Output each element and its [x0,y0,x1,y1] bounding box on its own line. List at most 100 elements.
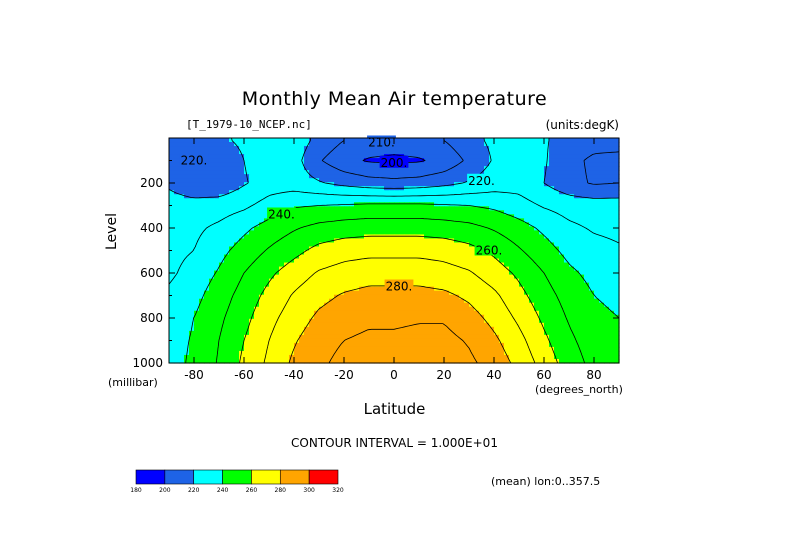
contour-cell [239,286,245,292]
contour-cell [274,354,280,360]
contour-cell [499,206,505,211]
contour-cell [524,162,530,167]
contour-cell [604,266,610,272]
contour-cell [484,198,490,203]
contour-cell [359,150,365,155]
contour-cell [344,310,350,316]
contour-cell [439,306,445,312]
contour-cell [229,286,235,292]
contour-cell [554,310,560,316]
contour-cell [314,346,320,352]
contour-cell [459,234,465,240]
contour-cell [509,186,515,191]
contour-cell [404,274,410,280]
contour-cell [529,314,535,320]
contour-cell [394,298,400,304]
contour-cell [414,214,420,219]
contour-cell [259,318,265,324]
contour-cell [329,242,335,248]
contour-cell [439,302,445,308]
contour-cell [184,262,190,268]
contour-cell [324,278,330,284]
contour-cell [439,206,445,211]
contour-cell [204,338,210,344]
contour-cell [499,194,505,199]
contour-cell [489,266,495,272]
contour-cell [169,310,175,316]
contour-cell [589,266,595,272]
contour-cell [214,182,220,187]
contour-cell [349,210,355,215]
contour-cell [189,330,195,336]
contour-cell [594,238,600,244]
contour-cell [434,262,440,268]
contour-cell [604,354,610,360]
contour-cell [414,222,420,227]
contour-cell [344,306,350,312]
contour-cell [339,334,345,340]
contour-cell [549,314,555,320]
contour-cell [284,226,290,232]
contour-cell [569,162,575,167]
contour-cell [334,310,340,316]
contour-cell [554,266,560,272]
contour-cell [364,254,370,260]
contour-cell [299,350,305,356]
contour-cell [334,330,340,336]
contour-cell [269,154,275,159]
contour-cell [229,230,235,236]
contour-cell [389,206,395,211]
contour-cell [374,234,380,240]
contour-cell [604,306,610,312]
contour-cell [189,202,195,207]
contour-cell [174,270,180,276]
contour-cell [424,278,430,284]
contour-cell [549,162,555,167]
contour-cell [214,238,220,244]
contour-cell [554,342,560,348]
contour-cell [479,326,485,332]
contour-cell [464,346,470,352]
contour-cell [604,158,610,163]
contour-cell [299,178,305,183]
contour-cell [294,258,300,264]
contour-cell [334,142,340,147]
contour-cell [379,254,385,260]
contour-cell [289,218,295,223]
contour-cell [569,266,575,272]
contour-cell [269,226,275,232]
contour-cell [369,342,375,348]
contour-cell [479,302,485,308]
contour-cell [594,330,600,336]
contour-cell [614,166,620,171]
contour-cell [534,238,540,244]
contour-cell [209,270,215,276]
contour-cell [229,178,235,183]
contour-cell [549,198,555,203]
contour-cell [364,190,370,195]
contour-cell [614,254,620,260]
contour-cell [334,266,340,272]
contour-cell [399,250,405,256]
contour-cell [504,346,510,352]
contour-cell [539,210,545,215]
contour-cell [329,222,335,227]
contour-cell [519,322,525,328]
contour-cell [524,194,530,199]
contour-cell [349,294,355,300]
contour-cell [279,318,285,324]
contour-cell [494,154,500,159]
contour-cell [369,150,375,155]
contour-cell [609,158,615,163]
contour-cell [314,318,320,324]
contour-cell [219,286,225,292]
contour-cell [514,254,520,260]
contour-cell [329,326,335,332]
contour-cell [374,242,380,248]
contour-cell [199,246,205,252]
contour-cell [279,358,285,364]
contour-cell [484,238,490,244]
contour-cell [209,242,215,248]
contour-cell [214,218,220,223]
contour-cell [374,146,380,151]
